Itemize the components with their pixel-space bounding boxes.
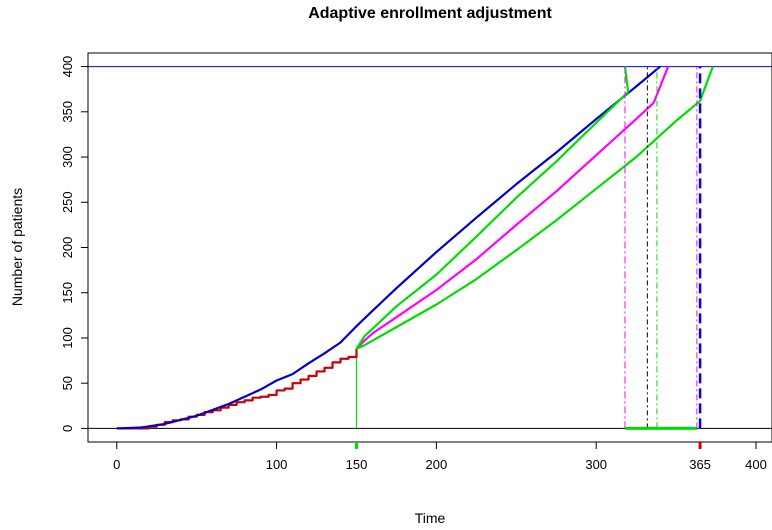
series-line-0 (116, 348, 358, 430)
series-line-1 (116, 65, 661, 430)
y-tick-label-200: 200 (60, 237, 75, 259)
x-tick-label-400: 400 (745, 457, 767, 472)
plot-region (88, 65, 772, 430)
y-tick-label-0: 0 (60, 425, 75, 432)
x-tick-label-365: 365 (689, 457, 711, 472)
series-line-2 (355, 66, 670, 350)
x-axis-label: Time (415, 510, 446, 526)
y-tick-label-250: 250 (60, 191, 75, 213)
series-line-3 (355, 66, 630, 350)
y-tick-label-300: 300 (60, 146, 75, 168)
x-axis: 0 100 150 200 300 365 400 (113, 441, 767, 472)
y-axis: 0 50 100 150 200 250 300 350 400 (60, 56, 89, 432)
series-line-4 (356, 66, 714, 350)
x-tick-label-300: 300 (585, 457, 607, 472)
y-tick-label-150: 150 (60, 282, 75, 304)
y-tick-label-50: 50 (60, 376, 75, 390)
plot-box (87, 52, 772, 443)
chart-title: Adaptive enrollment adjustment (308, 5, 552, 22)
y-tick-label-400: 400 (60, 56, 75, 78)
y-tick-label-100: 100 (60, 327, 75, 349)
x-tick-label-100: 100 (266, 457, 288, 472)
x-tick-label-200: 200 (426, 457, 448, 472)
y-tick-label-350: 350 (60, 101, 75, 123)
x-tick-label-150: 150 (346, 457, 368, 472)
x-tick-label-0: 0 (113, 457, 120, 472)
y-axis-label: Number of patients (9, 188, 25, 306)
